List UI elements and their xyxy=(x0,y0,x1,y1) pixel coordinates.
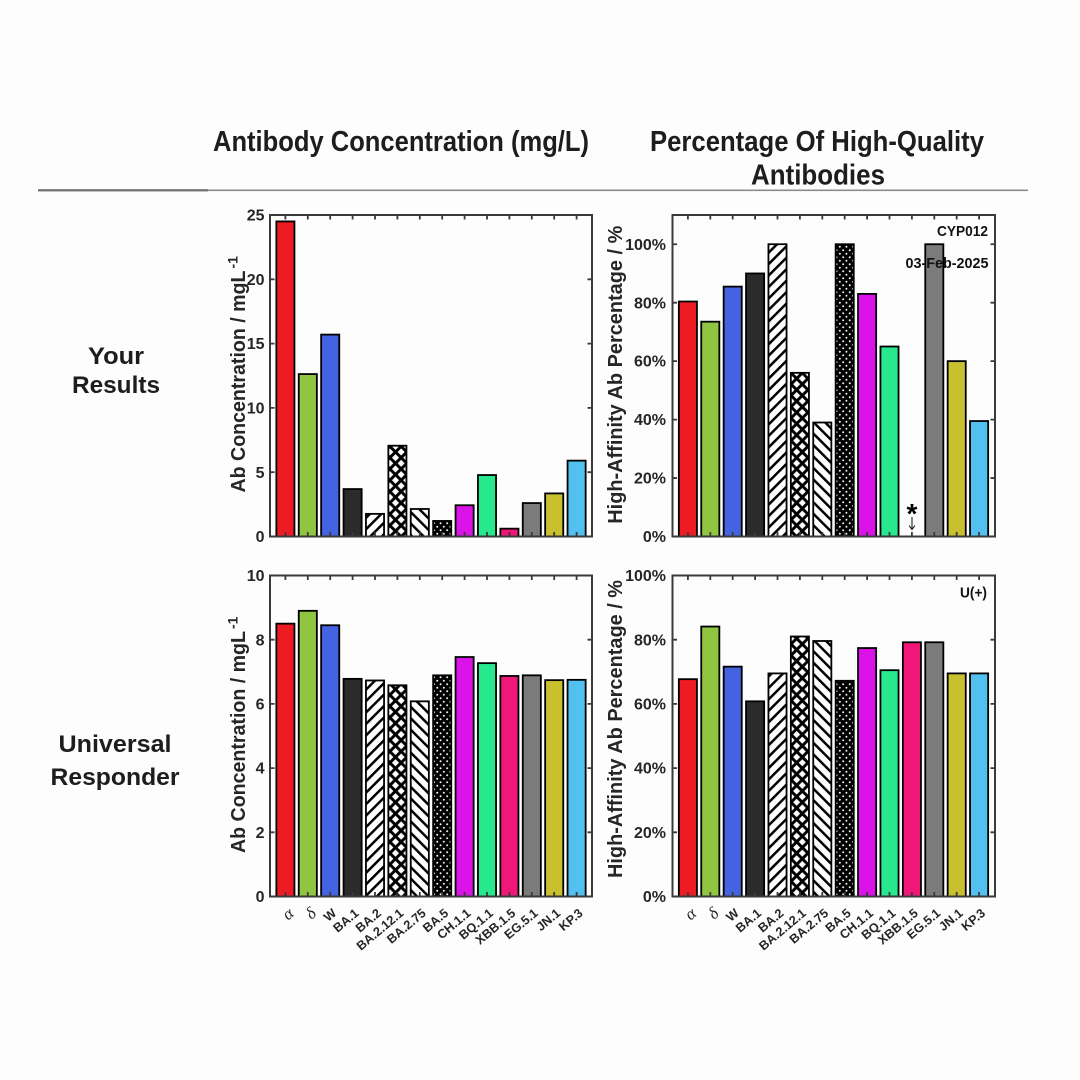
svg-text:Your: Your xyxy=(88,343,144,370)
svg-text:0%: 0% xyxy=(643,529,666,546)
svg-text:Antibody Concentration (mg/L): Antibody Concentration (mg/L) xyxy=(213,126,589,158)
svg-text:Results: Results xyxy=(72,372,160,399)
svg-text:8: 8 xyxy=(256,632,265,649)
svg-text:0: 0 xyxy=(256,889,265,906)
svg-text:Antibodies: Antibodies xyxy=(751,160,885,192)
svg-text:6: 6 xyxy=(256,697,265,714)
svg-text:CYP012: CYP012 xyxy=(937,223,988,240)
svg-text:15: 15 xyxy=(247,336,265,353)
svg-text:Ab Concentration / mgL: Ab Concentration / mgL xyxy=(228,631,250,853)
svg-text:U(+): U(+) xyxy=(960,585,987,602)
svg-text:Universal: Universal xyxy=(59,731,172,758)
svg-text:Ab Concentration / mgL: Ab Concentration / mgL xyxy=(228,271,250,493)
svg-text:5: 5 xyxy=(256,465,265,482)
svg-text:*: * xyxy=(907,498,918,529)
svg-text:0%: 0% xyxy=(643,889,666,906)
svg-text:10: 10 xyxy=(247,401,265,418)
svg-text:20%: 20% xyxy=(634,825,666,842)
svg-text:2: 2 xyxy=(256,825,265,842)
svg-text:100%: 100% xyxy=(625,568,666,585)
svg-text:High-Affinity Ab Percentage /: High-Affinity Ab Percentage / % xyxy=(605,225,627,523)
svg-text:60%: 60% xyxy=(634,697,666,714)
svg-text:80%: 80% xyxy=(634,295,666,312)
svg-text:-1: -1 xyxy=(225,256,241,269)
svg-text:10: 10 xyxy=(247,568,265,585)
svg-text:25: 25 xyxy=(247,208,265,225)
svg-text:80%: 80% xyxy=(634,632,666,649)
svg-text:Responder: Responder xyxy=(51,764,180,791)
svg-text:-1: -1 xyxy=(225,616,241,629)
svg-text:20%: 20% xyxy=(634,471,666,488)
svg-text:100%: 100% xyxy=(625,237,666,254)
svg-text:03-Feb-2025: 03-Feb-2025 xyxy=(906,256,989,272)
svg-text:High-Affinity Ab Percentage /: High-Affinity Ab Percentage / % xyxy=(605,580,627,878)
svg-text:60%: 60% xyxy=(634,354,666,371)
svg-text:40%: 40% xyxy=(634,761,666,778)
svg-text:20: 20 xyxy=(247,272,265,289)
svg-text:40%: 40% xyxy=(634,412,666,429)
svg-text:4: 4 xyxy=(256,761,265,778)
svg-text:0: 0 xyxy=(256,529,265,546)
svg-text:Percentage Of High-Quality: Percentage Of High-Quality xyxy=(650,126,984,158)
